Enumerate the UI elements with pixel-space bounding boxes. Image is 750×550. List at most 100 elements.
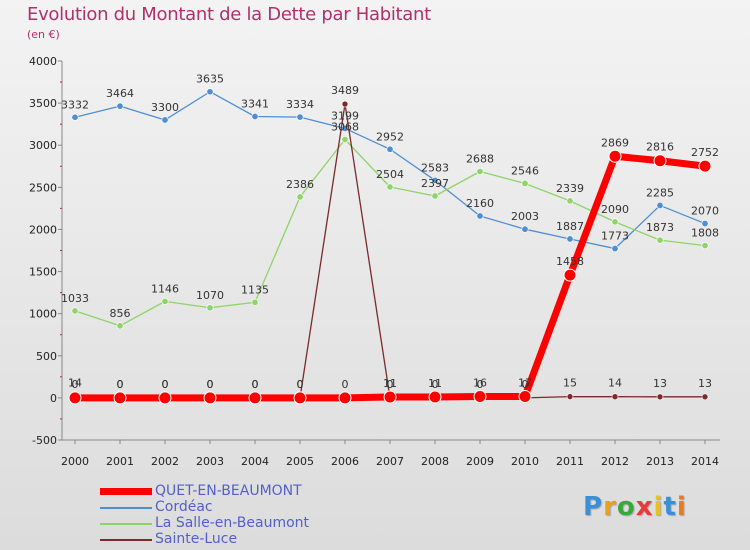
data-point-sainte-luce (611, 393, 619, 401)
data-point-cord-ac (656, 201, 664, 209)
data-label-quet-en-beaumont: 0 (342, 378, 349, 391)
data-point-quet-en-beaumont (563, 268, 577, 282)
legend-swatch-quet (100, 488, 152, 495)
x-tick-label: 2002 (151, 455, 179, 468)
data-point-sainte-luce (701, 393, 709, 401)
data-label-quet-en-beaumont: 2752 (691, 146, 719, 159)
data-label-la-salle-en-beaumont: 2386 (286, 178, 314, 191)
data-label-quet-en-beaumont: 11 (428, 377, 442, 390)
data-point-la-salle-en-beaumont (431, 192, 439, 200)
data-label-sainte-luce: 0 (117, 378, 124, 391)
y-tick-label: 0 (50, 392, 57, 405)
data-point-cord-ac (251, 113, 259, 121)
data-label-cord-ac: 3199 (331, 109, 359, 122)
data-point-quet-en-beaumont (473, 390, 487, 404)
data-point-la-salle-en-beaumont (341, 135, 349, 143)
data-point-cord-ac (206, 88, 214, 96)
y-tick-label: 3000 (29, 139, 57, 152)
data-point-la-salle-en-beaumont (566, 197, 574, 205)
data-point-quet-en-beaumont (113, 391, 127, 405)
legend-swatch-cordeac (100, 507, 152, 509)
data-label-quet-en-beaumont: 0 (252, 378, 259, 391)
data-label-sainte-luce: 0 (432, 378, 439, 391)
data-point-quet-en-beaumont (68, 391, 82, 405)
x-tick-label: 2008 (421, 455, 449, 468)
data-label-cord-ac: 3334 (286, 98, 314, 111)
data-label-la-salle-en-beaumont: 2504 (376, 168, 404, 181)
data-point-la-salle-en-beaumont (251, 298, 259, 306)
data-label-cord-ac: 3332 (61, 98, 89, 111)
data-point-la-salle-en-beaumont (656, 236, 664, 244)
data-label-la-salle-en-beaumont: 2546 (511, 164, 539, 177)
legend-label-sainte-luce: Sainte-Luce (155, 531, 238, 547)
legend-swatch-sainte-luce (100, 539, 152, 541)
x-tick-label: 2007 (376, 455, 404, 468)
x-tick-label: 2000 (61, 455, 89, 468)
x-tick-label: 2006 (331, 455, 359, 468)
y-tick-label: 3500 (29, 97, 57, 110)
data-point-la-salle-en-beaumont (521, 179, 529, 187)
data-label-sainte-luce: 0 (477, 378, 484, 391)
data-label-quet-en-beaumont: 16 (473, 377, 487, 390)
data-point-quet-en-beaumont (203, 391, 217, 405)
data-label-la-salle-en-beaumont: 1033 (61, 292, 89, 305)
data-label-cord-ac: 3635 (196, 73, 224, 86)
data-point-la-salle-en-beaumont (296, 193, 304, 201)
y-tick-label: -500 (32, 434, 57, 447)
data-point-quet-en-beaumont (293, 391, 307, 405)
data-label-cord-ac: 2583 (421, 161, 449, 174)
data-label-sainte-luce: 0 (252, 378, 259, 391)
x-tick-label: 2012 (601, 455, 629, 468)
data-label-quet-en-beaumont: 0 (72, 378, 79, 391)
data-point-cord-ac (611, 245, 619, 253)
x-tick-label: 2009 (466, 455, 494, 468)
x-tick-label: 2003 (196, 455, 224, 468)
data-label-cord-ac: 2285 (646, 186, 674, 199)
x-tick-label: 2013 (646, 455, 674, 468)
data-label-quet-en-beaumont: 1458 (556, 255, 584, 268)
data-point-la-salle-en-beaumont (161, 297, 169, 305)
data-point-la-salle-en-beaumont (611, 218, 619, 226)
data-point-la-salle-en-beaumont (116, 322, 124, 330)
data-point-cord-ac (701, 220, 709, 228)
data-point-quet-en-beaumont (428, 390, 442, 404)
data-point-sainte-luce (566, 393, 574, 400)
data-point-cord-ac (521, 225, 529, 233)
data-label-sainte-luce: 14 (68, 377, 82, 390)
y-tick-label: 1000 (29, 308, 57, 321)
series-line-quet-en-beaumont (71, 152, 709, 402)
data-point-cord-ac (431, 176, 439, 184)
data-label-sainte-luce: 0 (387, 378, 394, 391)
data-label-cord-ac: 2003 (511, 210, 539, 223)
data-point-quet-en-beaumont (608, 149, 622, 163)
data-point-cord-ac (71, 113, 79, 121)
data-label-sainte-luce: 13 (653, 377, 667, 390)
data-label-cord-ac: 2160 (466, 197, 494, 210)
legend-label-quet: QUET-EN-BEAUMONT (155, 483, 302, 499)
data-label-sainte-luce: 13 (698, 377, 712, 390)
x-tick-label: 2001 (106, 455, 134, 468)
y-tick-label: 500 (36, 350, 57, 363)
data-label-sainte-luce: 0 (207, 378, 214, 391)
legend-label-la-salle: La Salle-en-Beaumont (155, 515, 310, 531)
x-tick-label: 2014 (691, 455, 719, 468)
data-label-la-salle-en-beaumont: 2688 (466, 152, 494, 165)
data-point-cord-ac (296, 113, 304, 121)
y-tick-label: 2000 (29, 223, 57, 236)
data-label-cord-ac: 1887 (556, 220, 584, 233)
data-label-cord-ac: 2070 (691, 205, 719, 218)
data-label-sainte-luce: 15 (563, 377, 577, 390)
chart-title: Evolution du Montant de la Dette par Hab… (27, 4, 431, 25)
data-label-la-salle-en-beaumont: 2339 (556, 182, 584, 195)
data-label-sainte-luce: 3489 (331, 84, 359, 97)
x-tick-label: 2011 (556, 455, 584, 468)
data-label-quet-en-beaumont: 11 (383, 377, 397, 390)
data-point-cord-ac (566, 235, 574, 243)
y-tick-label: 1500 (29, 266, 57, 279)
data-point-la-salle-en-beaumont (206, 304, 214, 312)
proxiti-logo: Proxiti (583, 492, 687, 522)
data-point-quet-en-beaumont (698, 159, 712, 173)
data-label-cord-ac: 2952 (376, 130, 404, 143)
data-label-la-salle-en-beaumont: 3068 (331, 120, 359, 133)
